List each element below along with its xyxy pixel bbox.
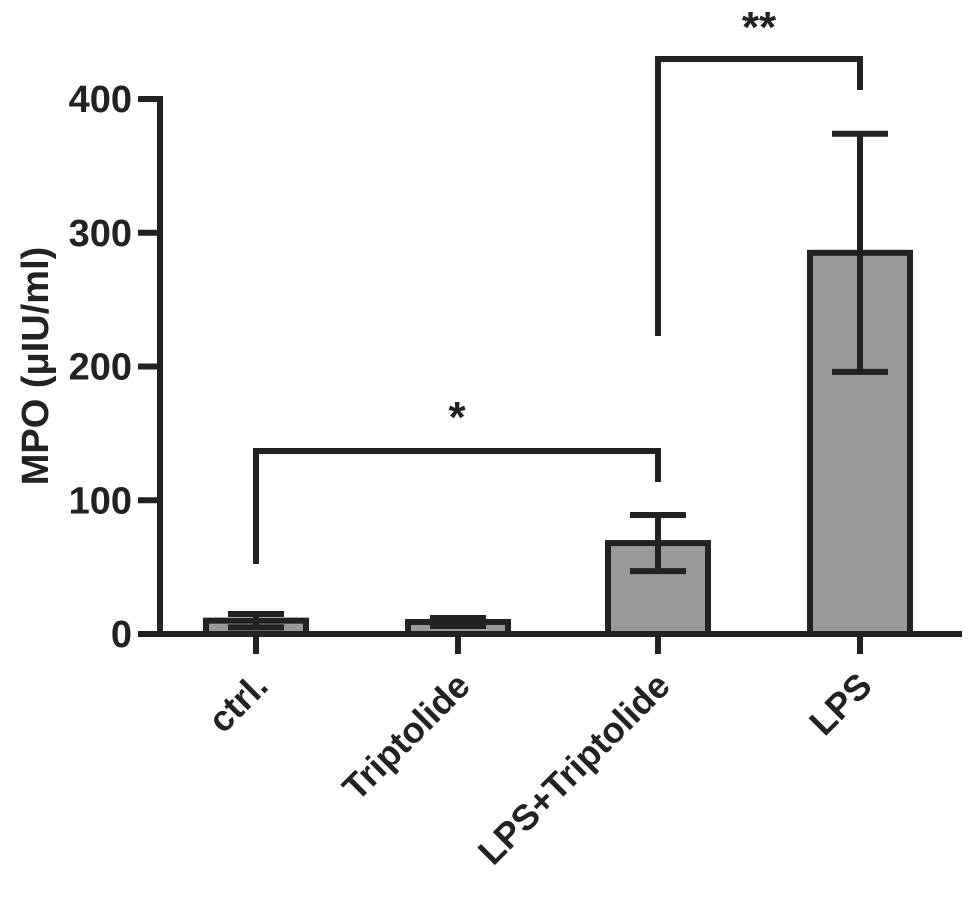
y-tick-label-100: 100 [69,480,132,522]
y-axis-label: MPO (μIU/ml) [15,247,57,486]
category-label-1: ctrl. [200,665,276,741]
significance-1-label: * [448,393,466,442]
error-bars-layer [228,130,888,631]
significance-layer: *** [253,3,863,564]
bars-layer [203,249,913,638]
y-tick-label-0: 0 [111,614,132,656]
significance-2-label: ** [742,3,777,52]
category-label-4: LPS [801,665,879,743]
category-label-2: Triptolide [334,665,478,809]
category-label-3: LPS+Triptolide [470,665,678,873]
y-tick-label-400: 400 [69,79,132,121]
y-tick-label-300: 300 [69,213,132,255]
y-tick-label-200: 200 [69,347,132,389]
